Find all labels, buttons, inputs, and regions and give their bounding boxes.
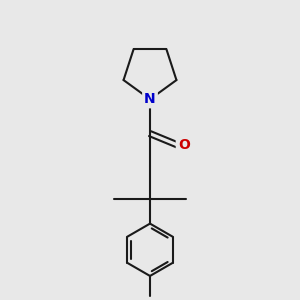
- Text: O: O: [178, 138, 190, 152]
- Text: N: N: [144, 92, 156, 106]
